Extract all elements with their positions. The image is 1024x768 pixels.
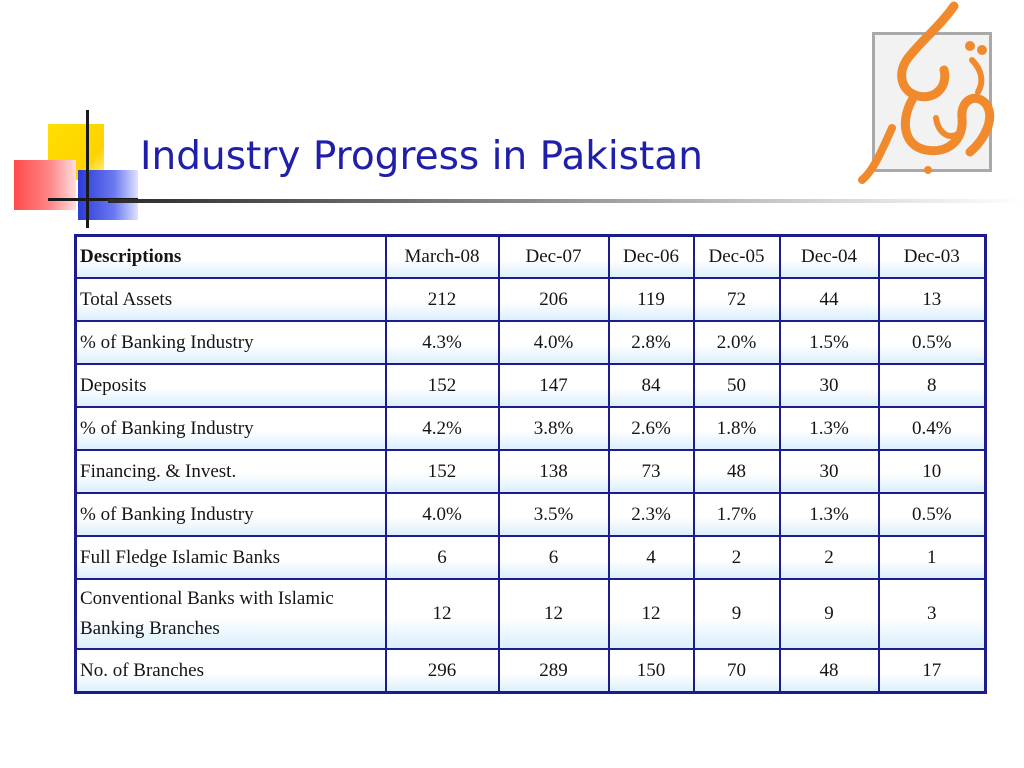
column-header-dec-03: Dec-03 <box>877 234 987 279</box>
table-cell: 152 <box>384 363 500 408</box>
table-cell: 2.3% <box>607 492 695 537</box>
table-cell: 9 <box>692 578 781 650</box>
table-cell: 1.8% <box>692 406 781 451</box>
table-cell: 289 <box>497 648 610 694</box>
table-cell: 4.0% <box>384 492 500 537</box>
table-cell: 1.7% <box>692 492 781 537</box>
industry-progress-table: Descriptions March-08 Dec-07 Dec-06 Dec-… <box>74 234 987 694</box>
table-cell: 3.5% <box>497 492 610 537</box>
table-cell: 44 <box>778 277 880 322</box>
column-header-march-08: March-08 <box>384 234 500 279</box>
table-cell: 2 <box>778 535 880 580</box>
table-cell: 70 <box>692 648 781 694</box>
table-cell: 12 <box>497 578 610 650</box>
table-cell: 1.3% <box>778 406 880 451</box>
table-row: Full Fledge Islamic Banks 6 6 4 2 2 1 <box>74 535 987 580</box>
table-row: Financing. & Invest. 152 138 73 48 30 10 <box>74 449 987 494</box>
ornament-horizontal-line <box>48 198 138 201</box>
table-cell: 30 <box>778 363 880 408</box>
row-label: Conventional Banks with Islamic Banking … <box>74 578 387 650</box>
table-cell: 147 <box>497 363 610 408</box>
row-label: % of Banking Industry <box>74 492 387 537</box>
table-cell: 72 <box>692 277 781 322</box>
red-square <box>14 160 76 210</box>
table-cell: 3.8% <box>497 406 610 451</box>
table-cell: 6 <box>497 535 610 580</box>
table-cell: 119 <box>607 277 695 322</box>
table-cell: 48 <box>778 648 880 694</box>
row-label: % of Banking Industry <box>74 320 387 365</box>
table-cell: 12 <box>607 578 695 650</box>
table-cell: 212 <box>384 277 500 322</box>
row-label: Financing. & Invest. <box>74 449 387 494</box>
table-header-row: Descriptions March-08 Dec-07 Dec-06 Dec-… <box>74 234 987 279</box>
table-cell: 13 <box>877 277 987 322</box>
table-row: % of Banking Industry 4.0% 3.5% 2.3% 1.7… <box>74 492 987 537</box>
table-row: % of Banking Industry 4.3% 4.0% 2.8% 2.0… <box>74 320 987 365</box>
table-cell: 9 <box>778 578 880 650</box>
table-cell: 4.2% <box>384 406 500 451</box>
column-header-dec-04: Dec-04 <box>778 234 880 279</box>
table-cell: 50 <box>692 363 781 408</box>
table-cell: 12 <box>384 578 500 650</box>
table-cell: 8 <box>877 363 987 408</box>
table-cell: 3 <box>877 578 987 650</box>
row-label: Total Assets <box>74 277 387 322</box>
table-cell: 30 <box>778 449 880 494</box>
ornament-vertical-line <box>86 110 89 228</box>
table-cell: 138 <box>497 449 610 494</box>
row-label: Deposits <box>74 363 387 408</box>
table-cell: 1.5% <box>778 320 880 365</box>
table-cell: 150 <box>607 648 695 694</box>
table-cell: 48 <box>692 449 781 494</box>
table-cell: 1.3% <box>778 492 880 537</box>
table-cell: 2.6% <box>607 406 695 451</box>
table-cell: 4.0% <box>497 320 610 365</box>
table-cell: 0.5% <box>877 320 987 365</box>
table-row: % of Banking Industry 4.2% 3.8% 2.6% 1.8… <box>74 406 987 451</box>
table-cell: 296 <box>384 648 500 694</box>
table-cell: 6 <box>384 535 500 580</box>
table-cell: 4 <box>607 535 695 580</box>
row-label: % of Banking Industry <box>74 406 387 451</box>
row-label: Full Fledge Islamic Banks <box>74 535 387 580</box>
table-cell: 17 <box>877 648 987 694</box>
corner-ornament <box>0 100 160 230</box>
table-cell: 4.3% <box>384 320 500 365</box>
table-cell: 152 <box>384 449 500 494</box>
table-cell: 206 <box>497 277 610 322</box>
al-huda-logo <box>858 1 995 184</box>
table-cell: 84 <box>607 363 695 408</box>
table-cell: 2 <box>692 535 781 580</box>
column-header-dec-06: Dec-06 <box>607 234 695 279</box>
table-row: No. of Branches 296 289 150 70 48 17 <box>74 648 987 694</box>
column-header-dec-07: Dec-07 <box>497 234 610 279</box>
table-cell: 0.5% <box>877 492 987 537</box>
table-cell: 10 <box>877 449 987 494</box>
table-cell: 2.8% <box>607 320 695 365</box>
table-cell: 73 <box>607 449 695 494</box>
table-row: Conventional Banks with Islamic Banking … <box>74 578 987 650</box>
column-header-dec-05: Dec-05 <box>692 234 781 279</box>
title-underline <box>108 199 1024 203</box>
table-cell: 1 <box>877 535 987 580</box>
page-title: Industry Progress in Pakistan <box>140 134 703 179</box>
table-row: Deposits 152 147 84 50 30 8 <box>74 363 987 408</box>
column-header-descriptions: Descriptions <box>74 234 387 279</box>
table-cell: 2.0% <box>692 320 781 365</box>
row-label: No. of Branches <box>74 648 387 694</box>
table-cell: 0.4% <box>877 406 987 451</box>
table-row: Total Assets 212 206 119 72 44 13 <box>74 277 987 322</box>
